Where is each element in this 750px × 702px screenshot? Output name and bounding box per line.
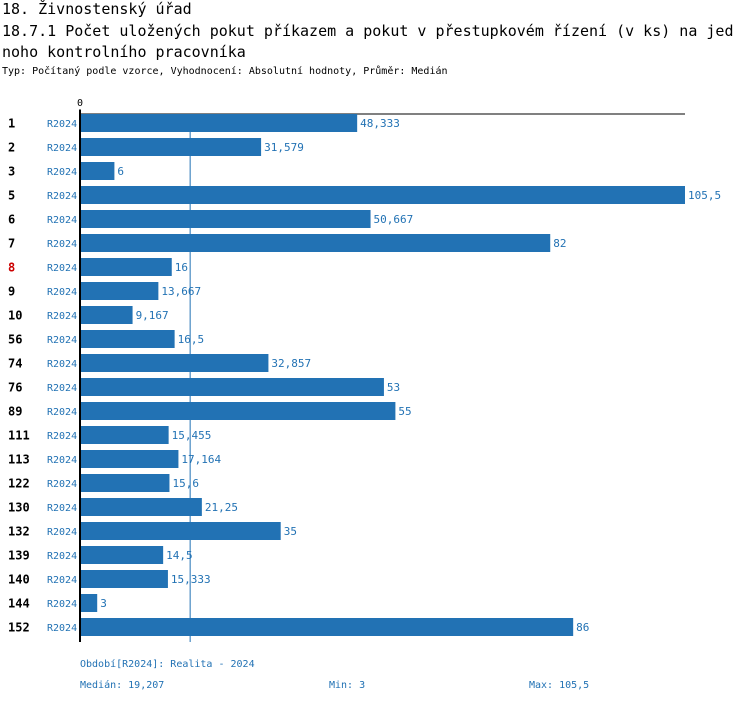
value-label: 13,667: [161, 285, 201, 298]
category-label: 111: [8, 429, 30, 443]
bar: [80, 138, 262, 156]
series-label: R2024: [47, 119, 77, 130]
category-label: 56: [8, 333, 22, 347]
series-label: R2024: [47, 311, 77, 322]
series-label: R2024: [47, 479, 77, 490]
subtitle: 18.7.1 Počet uložených pokut příkazem a …: [2, 22, 734, 61]
value-label: 21,25: [205, 501, 238, 514]
footer-max: Max: 105,5: [529, 680, 589, 691]
category-label: 132: [8, 525, 30, 539]
category-label: 139: [8, 549, 30, 563]
category-label: 2: [8, 141, 15, 155]
bar: [80, 618, 574, 636]
value-label: 31,579: [264, 141, 304, 154]
bar: [80, 522, 281, 540]
bar: [80, 426, 169, 444]
category-label: 89: [8, 405, 22, 419]
value-label: 82: [553, 237, 566, 250]
series-label: R2024: [47, 455, 77, 466]
x-tick-label: 0: [77, 98, 83, 109]
bar: [80, 354, 269, 372]
bar: [80, 570, 168, 588]
series-label: R2024: [47, 383, 77, 394]
bar: [80, 330, 175, 348]
value-label: 16,5: [178, 333, 205, 346]
category-label: 130: [8, 501, 30, 515]
value-label: 53: [387, 381, 400, 394]
bar: [80, 402, 396, 420]
value-label: 35: [284, 525, 297, 538]
bar: [80, 546, 164, 564]
series-label: R2024: [47, 215, 77, 226]
bar: [80, 306, 133, 324]
value-label: 55: [398, 405, 411, 418]
category-label: 152: [8, 621, 30, 635]
series-label: R2024: [47, 551, 77, 562]
category-label: 7: [8, 237, 15, 251]
value-label: 50,667: [374, 213, 414, 226]
series-label: R2024: [47, 167, 77, 178]
series-label: R2024: [47, 263, 77, 274]
bar: [80, 186, 685, 204]
series-label: R2024: [47, 431, 77, 442]
bar: [80, 498, 202, 516]
category-label: 122: [8, 477, 30, 491]
category-label: 8: [8, 261, 15, 275]
category-label: 3: [8, 165, 15, 179]
series-label: R2024: [47, 623, 77, 634]
value-label: 6: [117, 165, 124, 178]
category-label: 6: [8, 213, 15, 227]
title: 18. Živnostenský úřad: [2, 0, 192, 18]
value-label: 14,5: [166, 549, 193, 562]
series-label: R2024: [47, 575, 77, 586]
category-label: 5: [8, 189, 15, 203]
series-label: R2024: [47, 359, 77, 370]
category-label: 74: [8, 357, 22, 371]
bar: [80, 210, 371, 228]
bar: [80, 474, 170, 492]
note: Typ: Počítaný podle vzorce, Vyhodnocení:…: [2, 66, 448, 77]
category-label: 1: [8, 117, 15, 131]
value-label: 9,167: [136, 309, 169, 322]
category-label: 113: [8, 453, 30, 467]
category-label: 10: [8, 309, 22, 323]
footer-median: Medián: 19,207: [80, 679, 164, 691]
bar: [80, 114, 358, 132]
category-label: 140: [8, 573, 30, 587]
bar: [80, 162, 115, 180]
bar: [80, 234, 551, 252]
value-label: 32,857: [271, 357, 311, 370]
series-label: R2024: [47, 527, 77, 538]
bar: [80, 594, 98, 612]
value-label: 15,6: [172, 477, 199, 490]
series-label: R2024: [47, 503, 77, 514]
value-label: 15,455: [172, 429, 212, 442]
footer-min: Min: 3: [329, 680, 365, 691]
series-label: R2024: [47, 407, 77, 418]
value-label: 17,164: [181, 453, 221, 466]
series-label: R2024: [47, 143, 77, 154]
value-label: 86: [576, 621, 589, 634]
value-label: 3: [100, 597, 107, 610]
category-label: 9: [8, 285, 15, 299]
series-label: R2024: [47, 239, 77, 250]
value-label: 16: [175, 261, 188, 274]
bar: [80, 282, 159, 300]
bar: [80, 378, 384, 396]
series-label: R2024: [47, 335, 77, 346]
bar: [80, 450, 179, 468]
bar: [80, 258, 172, 276]
series-label: R2024: [47, 287, 77, 298]
category-label: 76: [8, 381, 22, 395]
series-label: R2024: [47, 599, 77, 610]
series-label: R2024: [47, 191, 77, 202]
value-label: 15,333: [171, 573, 211, 586]
category-label: 144: [8, 597, 30, 611]
value-label: 48,333: [360, 117, 400, 130]
footer-period: Období[R2024]: Realita - 2024: [80, 658, 255, 670]
value-label: 105,5: [688, 189, 721, 202]
